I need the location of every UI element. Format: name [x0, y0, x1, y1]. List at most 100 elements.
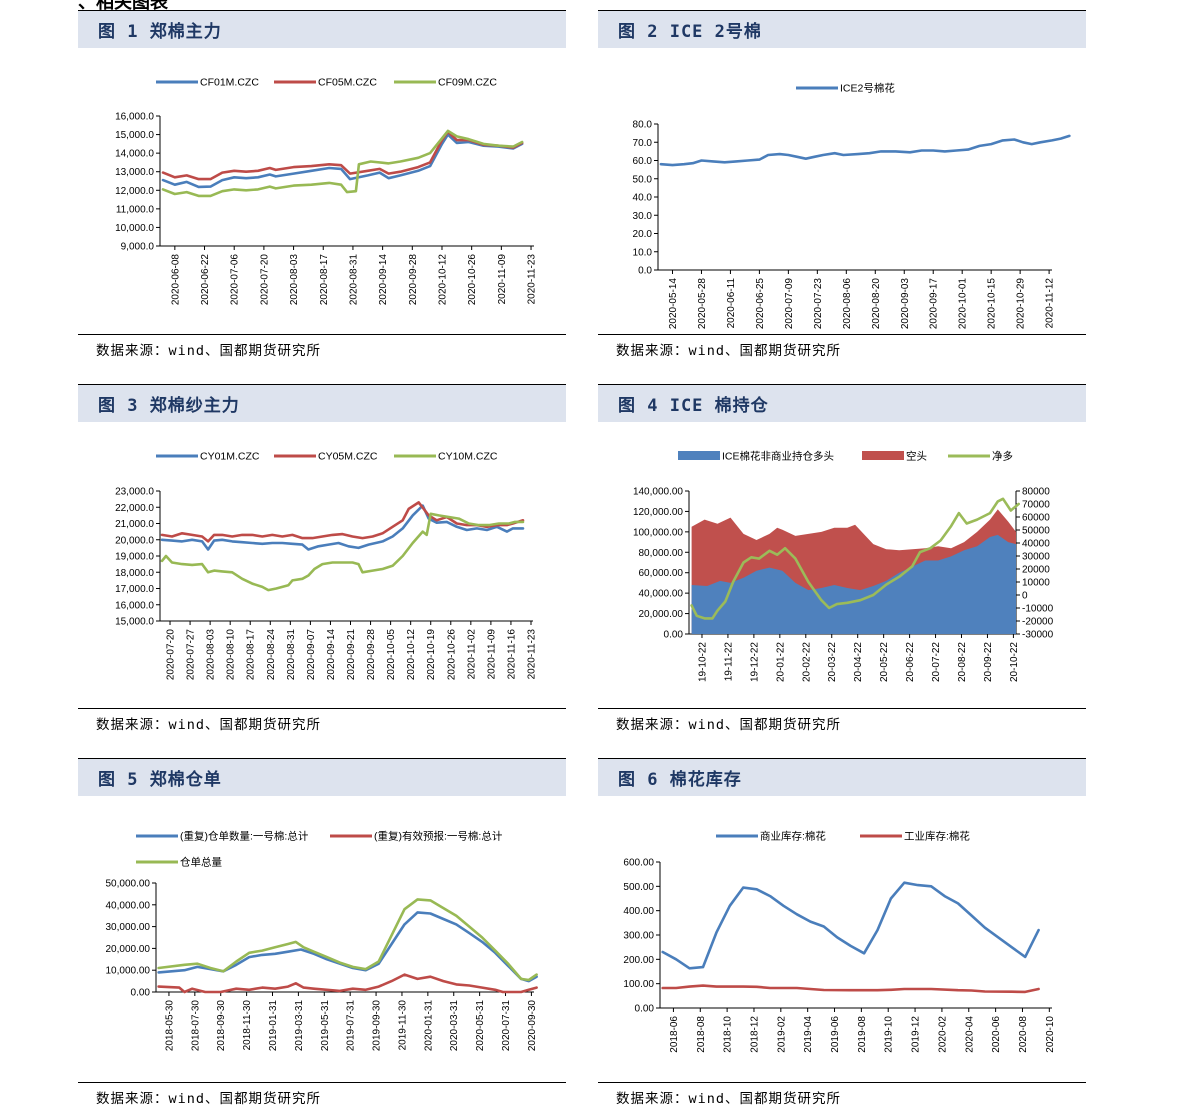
- x-tick-label: 20-05-22: [879, 642, 890, 682]
- line-series: [157, 973, 538, 994]
- y-tick-label: 15,000.0: [115, 617, 154, 628]
- y-right-tick-label: 50000: [1022, 526, 1050, 537]
- y-right-tick-label: -30000: [1022, 630, 1054, 641]
- x-tick-label: 20-09-22: [983, 642, 994, 682]
- x-tick-label: 2020-05-14: [668, 278, 679, 330]
- x-tick-label: 2020-07-27: [186, 629, 197, 681]
- y-tick-label: 0.00: [635, 1004, 655, 1015]
- legend-swatch: [862, 451, 904, 460]
- y-right-tick-label: 60000: [1022, 513, 1050, 524]
- y-right-tick-label: 0: [1022, 591, 1028, 602]
- x-tick-label: 2020-07-20: [166, 629, 177, 681]
- y-tick-label: 0.00: [664, 630, 684, 641]
- x-tick-label: 2020-10-12: [406, 629, 417, 681]
- x-tick-label: 2020-01-31: [423, 1000, 434, 1052]
- y-tick-label: 100.00: [623, 979, 654, 990]
- y-tick-label: 17,000.0: [115, 584, 154, 595]
- chart-area: 9,000.0 10,000.0 11,000.0 12,000.0 13,000.0 1…: [78, 48, 566, 334]
- x-tick-label: 20-02-22: [801, 642, 812, 682]
- y-tick-label: 80.0: [633, 120, 653, 131]
- panel-title: 图 1 郑棉主力: [78, 10, 566, 48]
- y-tick-label: 500.00: [623, 882, 654, 893]
- legend-label: ICE棉花非商业持仓多头: [722, 450, 834, 463]
- x-tick-label: 2020-06-08: [170, 254, 181, 306]
- legend-label: CF09M.CZC: [438, 77, 497, 89]
- panel-title: 图 3 郑棉纱主力: [78, 384, 566, 422]
- chart-svg: 15,000.0 16,000.0 17,000.0 18,000.0 19,000.0…: [115, 451, 537, 681]
- x-tick-label: 2020-05-28: [697, 278, 708, 330]
- x-tick-label: 2020-06: [991, 1016, 1002, 1053]
- x-tick-label: 2020-08-06: [842, 278, 853, 330]
- x-tick-label: 2019-04: [803, 1016, 814, 1053]
- y-tick-label: 21,000.0: [115, 519, 154, 530]
- line-series: [161, 133, 524, 189]
- y-tick-label: 300.00: [623, 931, 654, 942]
- y-tick-label: 9,000.0: [121, 242, 155, 253]
- panel-title: 图 2 ICE 2号棉: [598, 10, 1086, 48]
- y-tick-label: 15,000.0: [115, 130, 154, 141]
- x-tick-label: 20-07-22: [931, 642, 942, 682]
- panel-title: 图 4 ICE 棉持仓: [598, 384, 1086, 422]
- x-tick-label: 2020-06-11: [726, 278, 737, 329]
- x-tick-label: 2019-03-31: [294, 1000, 305, 1052]
- x-tick-label: 2020-11-23: [526, 629, 537, 680]
- x-tick-label: 19-12-22: [749, 642, 760, 682]
- x-tick-label: 2020-10-26: [446, 629, 457, 681]
- x-tick-label: 20-08-22: [957, 642, 968, 682]
- x-tick-label: 2018-12: [749, 1016, 760, 1053]
- line-series: [690, 497, 1020, 620]
- x-tick-label: 2020-07-23: [813, 278, 824, 330]
- x-tick-label: 2020-11-16: [506, 629, 517, 680]
- data-source: 数据来源：wind、国都期货研究所: [598, 1082, 1086, 1110]
- x-tick-label: 2018-08: [696, 1016, 707, 1053]
- x-tick-label: 20-06-22: [905, 642, 916, 682]
- line-series: [160, 501, 525, 543]
- line-series: [661, 984, 1040, 994]
- y-tick-label: 18,000.0: [115, 568, 154, 579]
- line-series: [161, 130, 524, 181]
- x-tick-label: 2019-05-31: [320, 1000, 331, 1052]
- y-tick-label: 80,000.00: [639, 548, 684, 559]
- y-tick-label: 50.0: [633, 174, 653, 185]
- data-source: 数据来源：wind、国都期货研究所: [598, 708, 1086, 736]
- y-tick-label: 140,000.00: [633, 487, 683, 498]
- x-tick-label: 2020-07-31: [501, 1000, 512, 1052]
- y-tick-label: 30.0: [633, 211, 653, 222]
- chart-svg: 0.0 10.0 20.0 30.0 40.0 50.0 60.0 70.0 80.0 2020-…: [633, 82, 1071, 330]
- y-tick-label: 200.00: [623, 955, 654, 966]
- legend-label: CY05M.CZC: [318, 451, 378, 463]
- x-tick-label: 2020-10-05: [386, 629, 397, 681]
- legend-swatch: [678, 451, 720, 460]
- x-tick-label: 2020-10-26: [467, 254, 478, 306]
- x-tick-label: 20-03-22: [827, 642, 838, 682]
- x-tick-label: 2020-09-17: [929, 278, 940, 330]
- x-tick-label: 2020-08-31: [286, 629, 297, 681]
- line-series: [659, 134, 1071, 167]
- x-tick-label: 2020-11-23: [527, 254, 538, 305]
- x-tick-label: 2020-11-02: [466, 629, 477, 680]
- y-tick-label: 20,000.0: [115, 535, 154, 546]
- x-tick-label: 2018-06: [669, 1016, 680, 1053]
- x-tick-label: 2019-08: [857, 1016, 868, 1053]
- x-tick-label: 2020-06-25: [755, 278, 766, 330]
- x-tick-label: 2020-07-20: [259, 254, 270, 306]
- line-series: [161, 129, 524, 198]
- data-source: 数据来源：wind、国都期货研究所: [598, 334, 1086, 362]
- y-tick-label: 20,000.00: [106, 944, 151, 955]
- legend-label: 净多: [992, 450, 1013, 463]
- x-tick-label: 2020-08-03: [289, 254, 300, 306]
- chart-area: 0.00 20,000.00 40,000.00 60,000.00 80,000.00…: [598, 422, 1086, 708]
- y-right-tick-label: 70000: [1022, 500, 1050, 511]
- x-tick-label: 2019-02: [776, 1016, 787, 1053]
- legend-label: CF01M.CZC: [200, 77, 259, 89]
- y-tick-label: 600.00: [623, 858, 654, 869]
- x-tick-label: 2019-07-31: [346, 1000, 357, 1052]
- y-tick-label: 40,000.00: [639, 589, 684, 600]
- x-tick-label: 20-04-22: [853, 642, 864, 682]
- legend-label: (重复)仓单数量:一号棉:总计: [180, 830, 309, 843]
- chart-svg: 9,000.0 10,000.0 11,000.0 12,000.0 13,000.0 1…: [115, 77, 538, 306]
- chart-svg: 0.00 10,000.00 20,000.00 30,000.00 40,000.00…: [106, 830, 538, 1052]
- x-tick-label: 2020-11-12: [1045, 278, 1056, 329]
- chart-svg: 0.00 20,000.00 40,000.00 60,000.00 80,000.00…: [633, 450, 1054, 683]
- y-tick-label: 19,000.0: [115, 552, 154, 563]
